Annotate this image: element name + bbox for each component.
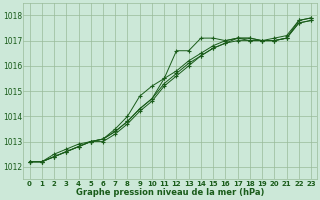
X-axis label: Graphe pression niveau de la mer (hPa): Graphe pression niveau de la mer (hPa) (76, 188, 265, 197)
